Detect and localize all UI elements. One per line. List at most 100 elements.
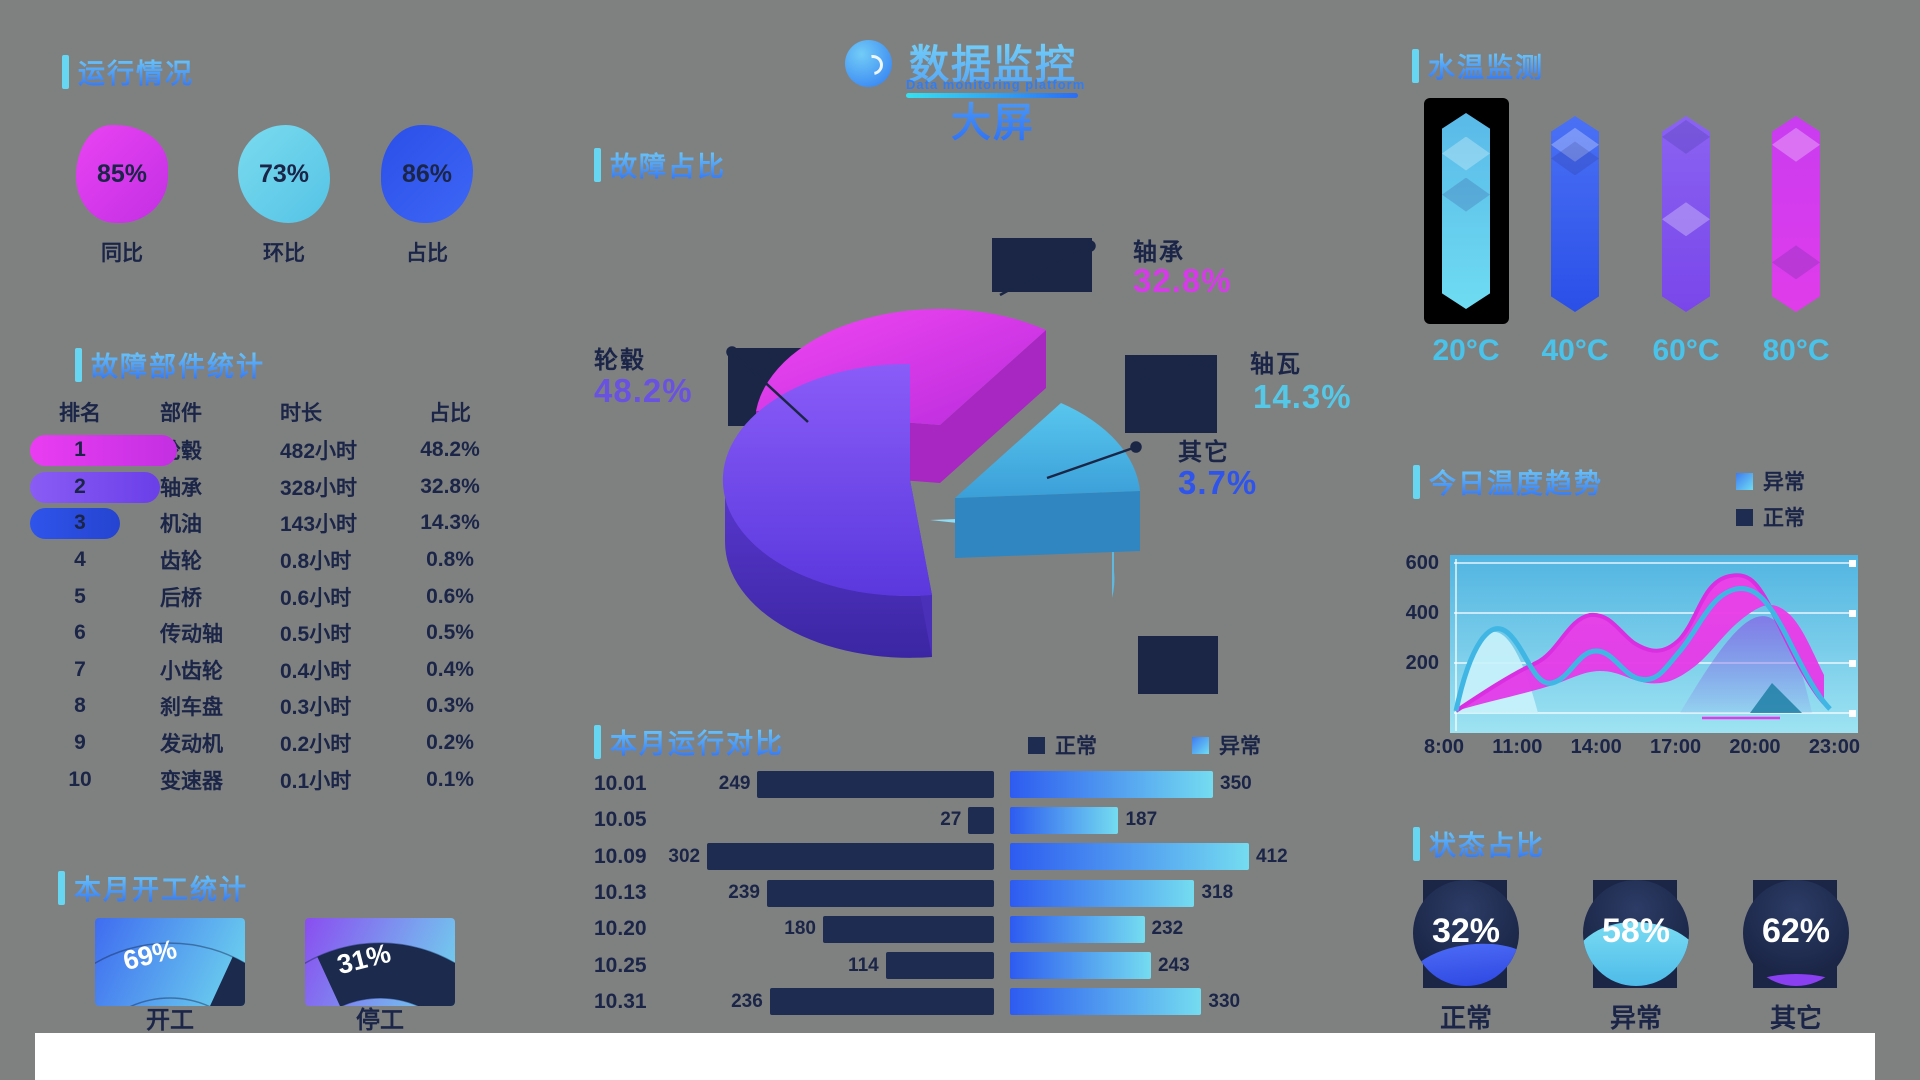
table-row[interactable]: 1 轮毂 482小时 48.2% [30,432,500,469]
table-row[interactable]: 6 传动轴 0.5小时 0.5% [30,615,500,652]
normal-bar[interactable] [766,879,994,907]
liquid-percent: 32% [1431,912,1501,950]
title-underline [906,93,1078,98]
table-row[interactable]: 7 小齿轮 0.4小时 0.4% [30,652,500,689]
facet-icon [1442,136,1490,171]
abnormal-value: 350 [1220,773,1252,795]
header-tick-icon [594,147,601,182]
rank-pill [30,471,160,503]
abnormal-bar[interactable] [1010,952,1151,980]
normal-value: 302 [668,845,701,867]
stat-chip: 73% 环比 [222,125,346,267]
table-row[interactable]: 4 齿轮 0.8小时 0.8% [30,542,500,579]
abnormal-bar[interactable] [1010,988,1202,1016]
normal-value: 239 [728,882,760,904]
cell-rank: 3 [74,511,86,535]
x-tick: 14:00 [1570,736,1622,758]
chip-value-magenta: 85% [76,125,168,223]
tornado-row: 10.01 249 350 [594,766,1294,802]
table-row[interactable]: 3 机油 143小时 14.3% [30,505,500,542]
callout-plate [1125,355,1217,433]
cell-pct: 0.1% [426,767,474,791]
rank-table: 排名 部件 时长 占比 1 轮毂 482小时 48.2% 2 轴承 328小时 … [30,392,500,798]
normal-bar[interactable] [823,915,994,943]
abnormal-bar[interactable] [1010,915,1145,943]
pie-pct-hub: 48.2% [594,372,693,409]
normal-bar[interactable] [968,806,994,834]
abnormal-value: 243 [1157,954,1190,976]
pie-label-bearing: 轴承 [1133,239,1185,266]
normal-bar[interactable] [769,988,994,1016]
stat-chip: 85% 同比 [60,125,184,267]
table-row[interactable]: 9 发动机 0.2小时 0.2% [30,725,500,762]
y-tick: 600 [1405,552,1439,574]
cell-hours: 143小时 [280,513,358,537]
thermo-label: 80°C [1762,334,1830,367]
cell-part: 齿轮 [160,550,202,574]
pie-chart-3d[interactable] [580,180,1380,740]
legend-label: 异常 [1219,735,1261,758]
section-title: 状态占比 [1429,824,1545,863]
cell-hours: 482小时 [280,440,358,464]
cell-hours: 0.6小时 [280,586,352,610]
section-title: 水温监测 [1428,46,1544,85]
thermo-pillar-40[interactable] [1551,116,1599,312]
abnormal-bar[interactable] [1010,806,1119,834]
row-date: 10.20 [594,917,647,941]
legend-item-abnormal[interactable]: 异常 [1192,730,1261,760]
x-tick: 8:00 [1424,736,1465,758]
table-row[interactable]: 2 轴承 328小时 32.8% [30,469,500,506]
table-row[interactable]: 10 变速器 0.1小时 0.1% [30,761,500,798]
callout-plate [992,238,1092,292]
legend-item-normal[interactable]: 正常 [1028,730,1097,760]
abnormal-bar[interactable] [1010,843,1249,871]
col-pct: 占比 [429,402,471,425]
table-row[interactable]: 5 后桥 0.6小时 0.6% [30,578,500,615]
thermo-pillar-80[interactable] [1772,116,1820,312]
col-hours: 时长 [280,402,322,425]
facet-icon [1772,127,1820,162]
purple-shadow-area [1680,616,1812,713]
row-date: 10.09 [594,844,647,868]
thermo-pillar-20[interactable] [1442,113,1490,309]
page-title: 数据监控大屏 [898,32,1088,148]
cell-rank: 1 [74,438,86,462]
legend-label: 正常 [1763,507,1805,530]
liquid-label: 正常 [1439,1003,1492,1033]
legend-item-abnormal[interactable]: 异常 [1736,466,1805,496]
legend-item-normal[interactable]: 正常 [1736,502,1805,532]
abnormal-bar[interactable] [1010,770,1213,798]
normal-value: 27 [940,809,962,831]
tornado-chart: 10.01 249 350 10.05 27 187 10.09 302 412… [594,766,1294,1020]
thermo-pillar-60[interactable] [1662,116,1710,312]
x-axis-ticks: 8:00 11:00 14:00 17:00 20:00 23:00 [1424,736,1860,759]
facet-icon [1772,245,1820,280]
liquid-percent: 62% [1761,912,1831,950]
header-tick-icon [594,724,601,759]
liquid-wave [1745,973,1847,986]
gauge-arc [95,942,245,1006]
header-tick-icon [1413,826,1420,861]
facet-icon [1442,177,1490,212]
thermo-label: 60°C [1652,334,1720,367]
normal-bar[interactable] [707,843,994,871]
page-subtitle: Data monitoring platform [906,77,1086,92]
pie-slice-bushing[interactable] [955,403,1140,498]
section-title: 故障部件统计 [91,345,265,384]
pie-label-hub: 轮毂 [594,347,646,374]
cell-part: 传动轴 [160,623,223,647]
pie-slice-side [955,491,1140,558]
legend-swatch-icon [1736,508,1753,526]
cell-pct: 0.2% [426,731,474,755]
table-row[interactable]: 8 刹车盘 0.3小时 0.3% [30,688,500,725]
section-header-thermo: 水温监测 [1412,46,1544,85]
pie-slice-hub[interactable] [722,363,932,596]
cell-rank: 6 [74,621,86,645]
cell-pct: 0.8% [426,548,474,572]
area-chart[interactable] [1450,555,1858,735]
normal-value: 249 [718,773,751,795]
normal-bar[interactable] [885,952,994,980]
normal-bar[interactable] [757,770,994,798]
abnormal-bar[interactable] [1010,879,1195,907]
legend-swatch-icon [1736,472,1753,490]
